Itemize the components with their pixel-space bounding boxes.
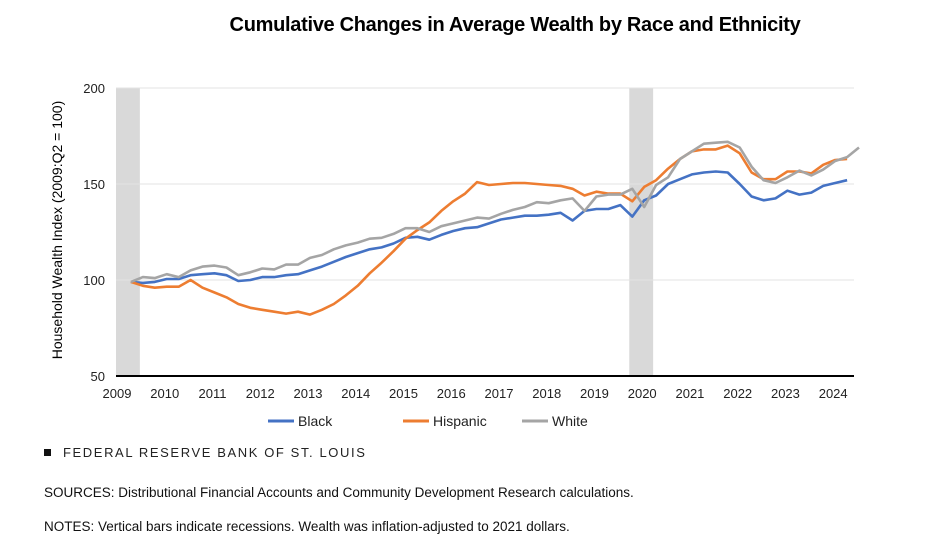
sources-note: SOURCES: Distributional Financial Accoun…: [44, 485, 634, 500]
y-tick-label: 50: [91, 369, 105, 384]
y-axis-label: Household Wealth Index (2009:Q2 = 100): [49, 101, 65, 360]
legend-label: White: [552, 413, 588, 429]
series-line-hispanic: [130, 144, 848, 316]
x-tick-label: 2011: [199, 386, 227, 401]
recession-bars: [116, 88, 654, 376]
x-axis-ticks: 2009 2010 2011 2012 2013 2014 2015 2016 2017 2018…: [103, 386, 848, 401]
y-tick-label: 200: [83, 81, 105, 96]
x-tick-label: 2019: [580, 386, 609, 401]
notes-text: NOTES: Vertical bars indicate recessions…: [44, 519, 570, 534]
x-tick-label: 2015: [389, 386, 418, 401]
x-tick-label: 2021: [675, 386, 704, 401]
line-chart: 50 100 150 200 2009 2010 2011 2012 2013 2014 2015…: [49, 81, 860, 429]
x-tick-label: 2016: [437, 386, 466, 401]
brand-name: FEDERAL RESERVE BANK OF ST. LOUIS: [63, 445, 367, 460]
y-tick-label: 100: [83, 273, 105, 288]
x-tick-label: 2020: [628, 386, 657, 401]
series-line-white: [130, 140, 860, 284]
legend-label: Hispanic: [433, 413, 487, 429]
x-tick-label: 2022: [723, 386, 752, 401]
x-tick-label: 2017: [485, 386, 514, 401]
recession-bar: [116, 88, 140, 376]
series-line-black: [130, 170, 848, 285]
x-tick-label: 2010: [150, 386, 179, 401]
legend-item-white: White: [522, 413, 588, 429]
legend: Black Hispanic White: [268, 413, 588, 429]
brand-footer: FEDERAL RESERVE BANK OF ST. LOUIS: [44, 445, 366, 460]
x-tick-label: 2013: [294, 386, 323, 401]
legend-item-black: Black: [268, 413, 333, 429]
x-tick-label: 2018: [532, 386, 561, 401]
series-lines: [130, 140, 860, 316]
recession-bar: [629, 88, 654, 376]
x-tick-label: 2014: [341, 386, 370, 401]
legend-label: Black: [298, 413, 333, 429]
brand-square-icon: [44, 449, 51, 456]
y-axis-ticks: 50 100 150 200: [83, 81, 105, 384]
x-tick-label: 2024: [819, 386, 848, 401]
legend-item-hispanic: Hispanic: [403, 413, 487, 429]
chart-title: Cumulative Changes in Average Wealth by …: [229, 14, 801, 36]
x-tick-label: 2009: [103, 386, 132, 401]
x-tick-label: 2023: [771, 386, 800, 401]
x-tick-label: 2012: [246, 386, 275, 401]
y-tick-label: 150: [83, 177, 105, 192]
